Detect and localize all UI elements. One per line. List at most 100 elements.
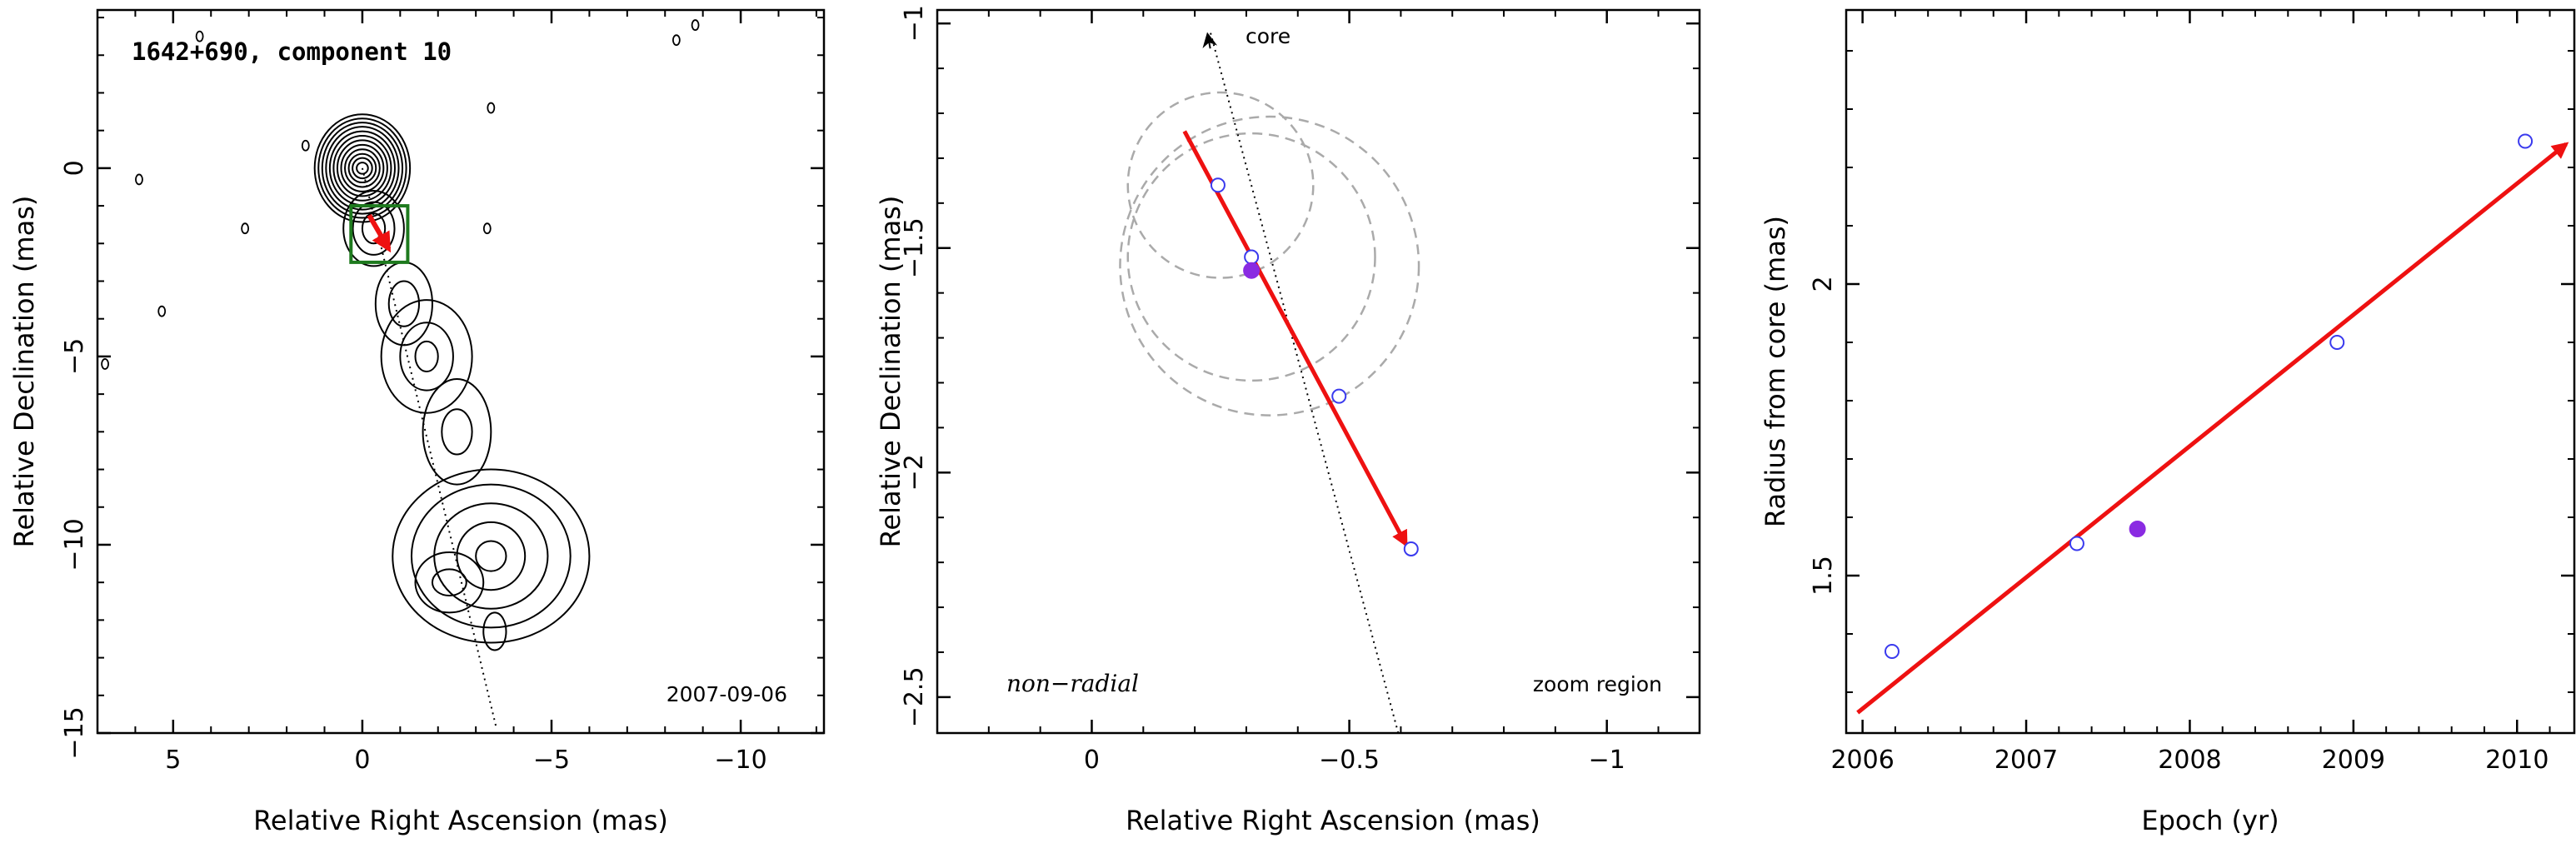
x-tick-label: 2006 [1830, 746, 1894, 775]
map-title: 1642+690, component 10 [132, 37, 452, 66]
data-point [1403, 541, 1419, 556]
panel-zoom-region: 0 −0.5 −1 −2.5 −2 −1.5 −1 core non−radial zoom… [875, 5, 1701, 836]
contour-line [482, 611, 507, 651]
filled-data-point [2129, 521, 2146, 537]
noise-contour [241, 222, 250, 235]
radius-plot-area [1856, 133, 2569, 715]
contour-line [456, 521, 527, 591]
data-point [2329, 335, 2345, 350]
contour-line [392, 468, 591, 644]
core-label: core [1246, 24, 1290, 48]
contour-line [352, 201, 396, 256]
contour-line [340, 143, 385, 192]
data-point [2069, 536, 2084, 551]
filled-data-point [1243, 262, 1261, 279]
data-point [1331, 388, 1347, 404]
noise-contour [482, 222, 492, 235]
data-point [1210, 177, 1226, 193]
x-axis-label: Relative Right Ascension (mas) [1126, 805, 1540, 836]
y-axis-label: Relative Declination (mas) [8, 196, 40, 548]
panel-radius-vs-epoch: 2006 2007 2008 2009 2010 1.5 2 Epoch (yr) Radi… [1760, 8, 2576, 836]
noise-contour [157, 305, 167, 317]
contour-line [325, 126, 400, 211]
map-date-label: 2007-09-06 [666, 682, 787, 706]
contour-line [342, 190, 405, 267]
contour-plot-area [101, 19, 700, 730]
contour-line [441, 408, 473, 456]
panel-contour-map: 5 0 −5 −10−15−10−50 1642+690, component 10 … [8, 8, 826, 836]
y-tick-label: 2 [1809, 276, 1838, 292]
contour-line [374, 261, 433, 347]
x-tick-label: 2008 [2158, 746, 2221, 775]
non-radial-annotation: non−radial [1006, 670, 1139, 697]
noise-contour [487, 102, 496, 114]
contour-line [414, 340, 439, 372]
contour-line [344, 148, 381, 188]
data-point [2518, 133, 2534, 149]
contour-line [399, 322, 454, 392]
noise-contour [195, 30, 204, 42]
contour-line [422, 378, 492, 486]
contour-line [352, 157, 373, 180]
zoom-region-annotation: zoom region [1533, 672, 1662, 696]
contour-line [380, 299, 473, 414]
x-tick-label: 0 [354, 746, 370, 775]
position-error-circle [1126, 132, 1376, 382]
x-tick-label: −0.5 [1319, 746, 1380, 775]
x-tick-label: 0 [1084, 746, 1100, 775]
x-tick-label: 2010 [2485, 746, 2549, 775]
y-axis-label: Radius from core (mas) [1760, 216, 1791, 527]
y-tick-label: −1 [900, 5, 929, 42]
contour-line [414, 551, 485, 614]
linear-fit-vector [1856, 142, 2569, 715]
motion-vector [367, 213, 392, 253]
y-tick-label: 0 [60, 160, 89, 176]
x-axis-label: Epoch (yr) [2141, 805, 2279, 836]
contour-line [336, 139, 388, 197]
contour-line [317, 117, 407, 219]
y-tick-label: −2 [900, 454, 929, 491]
core-arrow-head [1202, 32, 1218, 49]
y-axis-label: Relative Declination (mas) [875, 196, 906, 548]
y-tick-label: −1.5 [900, 217, 929, 278]
contour-line [332, 134, 392, 202]
x-tick-label: 2009 [2322, 746, 2385, 775]
contour-line [356, 162, 369, 175]
data-point [1244, 249, 1260, 265]
zoom-region-box [349, 204, 410, 264]
y-tick-label: −5 [60, 338, 89, 375]
contour-line [387, 280, 421, 327]
motion-vector [1182, 130, 1408, 548]
y-tick-label: −15 [60, 706, 89, 759]
y-tick-label: −10 [60, 518, 89, 571]
x-axis-label: Relative Right Ascension (mas) [253, 805, 668, 836]
position-error-circle [1126, 91, 1315, 279]
x-tick-label: −1 [1589, 746, 1625, 775]
noise-contour [101, 358, 109, 370]
contour-line [475, 540, 507, 572]
plot-frame [1845, 8, 2576, 735]
noise-contour [691, 19, 700, 31]
contour-line [433, 502, 549, 610]
y-tick-label: 1.5 [1809, 556, 1838, 596]
x-tick-label: 5 [165, 746, 181, 775]
noise-contour [135, 173, 143, 186]
y-tick-label: −2.5 [900, 666, 929, 727]
contour-line [431, 568, 467, 596]
x-tick-label: −10 [714, 746, 766, 775]
data-point [1884, 644, 1900, 659]
axis-ticks: 2006 2007 2008 2009 2010 1.5 2 [1809, 10, 2574, 775]
axis-ticks: 0 −0.5 −1 −2.5 −2 −1.5 −1 [900, 5, 1700, 775]
noise-contour [301, 139, 310, 152]
core-direction-line [1209, 31, 1400, 733]
contour-line [321, 122, 404, 215]
x-tick-label: 2007 [1994, 746, 2058, 775]
contour-line [347, 152, 377, 184]
axis-ticks: 5 0 −5 −10 −15 −10 −5 0 [60, 10, 824, 775]
contour-line [313, 113, 412, 223]
plot-frame [936, 8, 1701, 735]
noise-contour [671, 34, 681, 47]
position-error-circle [1119, 115, 1420, 417]
contour-line [410, 483, 572, 629]
